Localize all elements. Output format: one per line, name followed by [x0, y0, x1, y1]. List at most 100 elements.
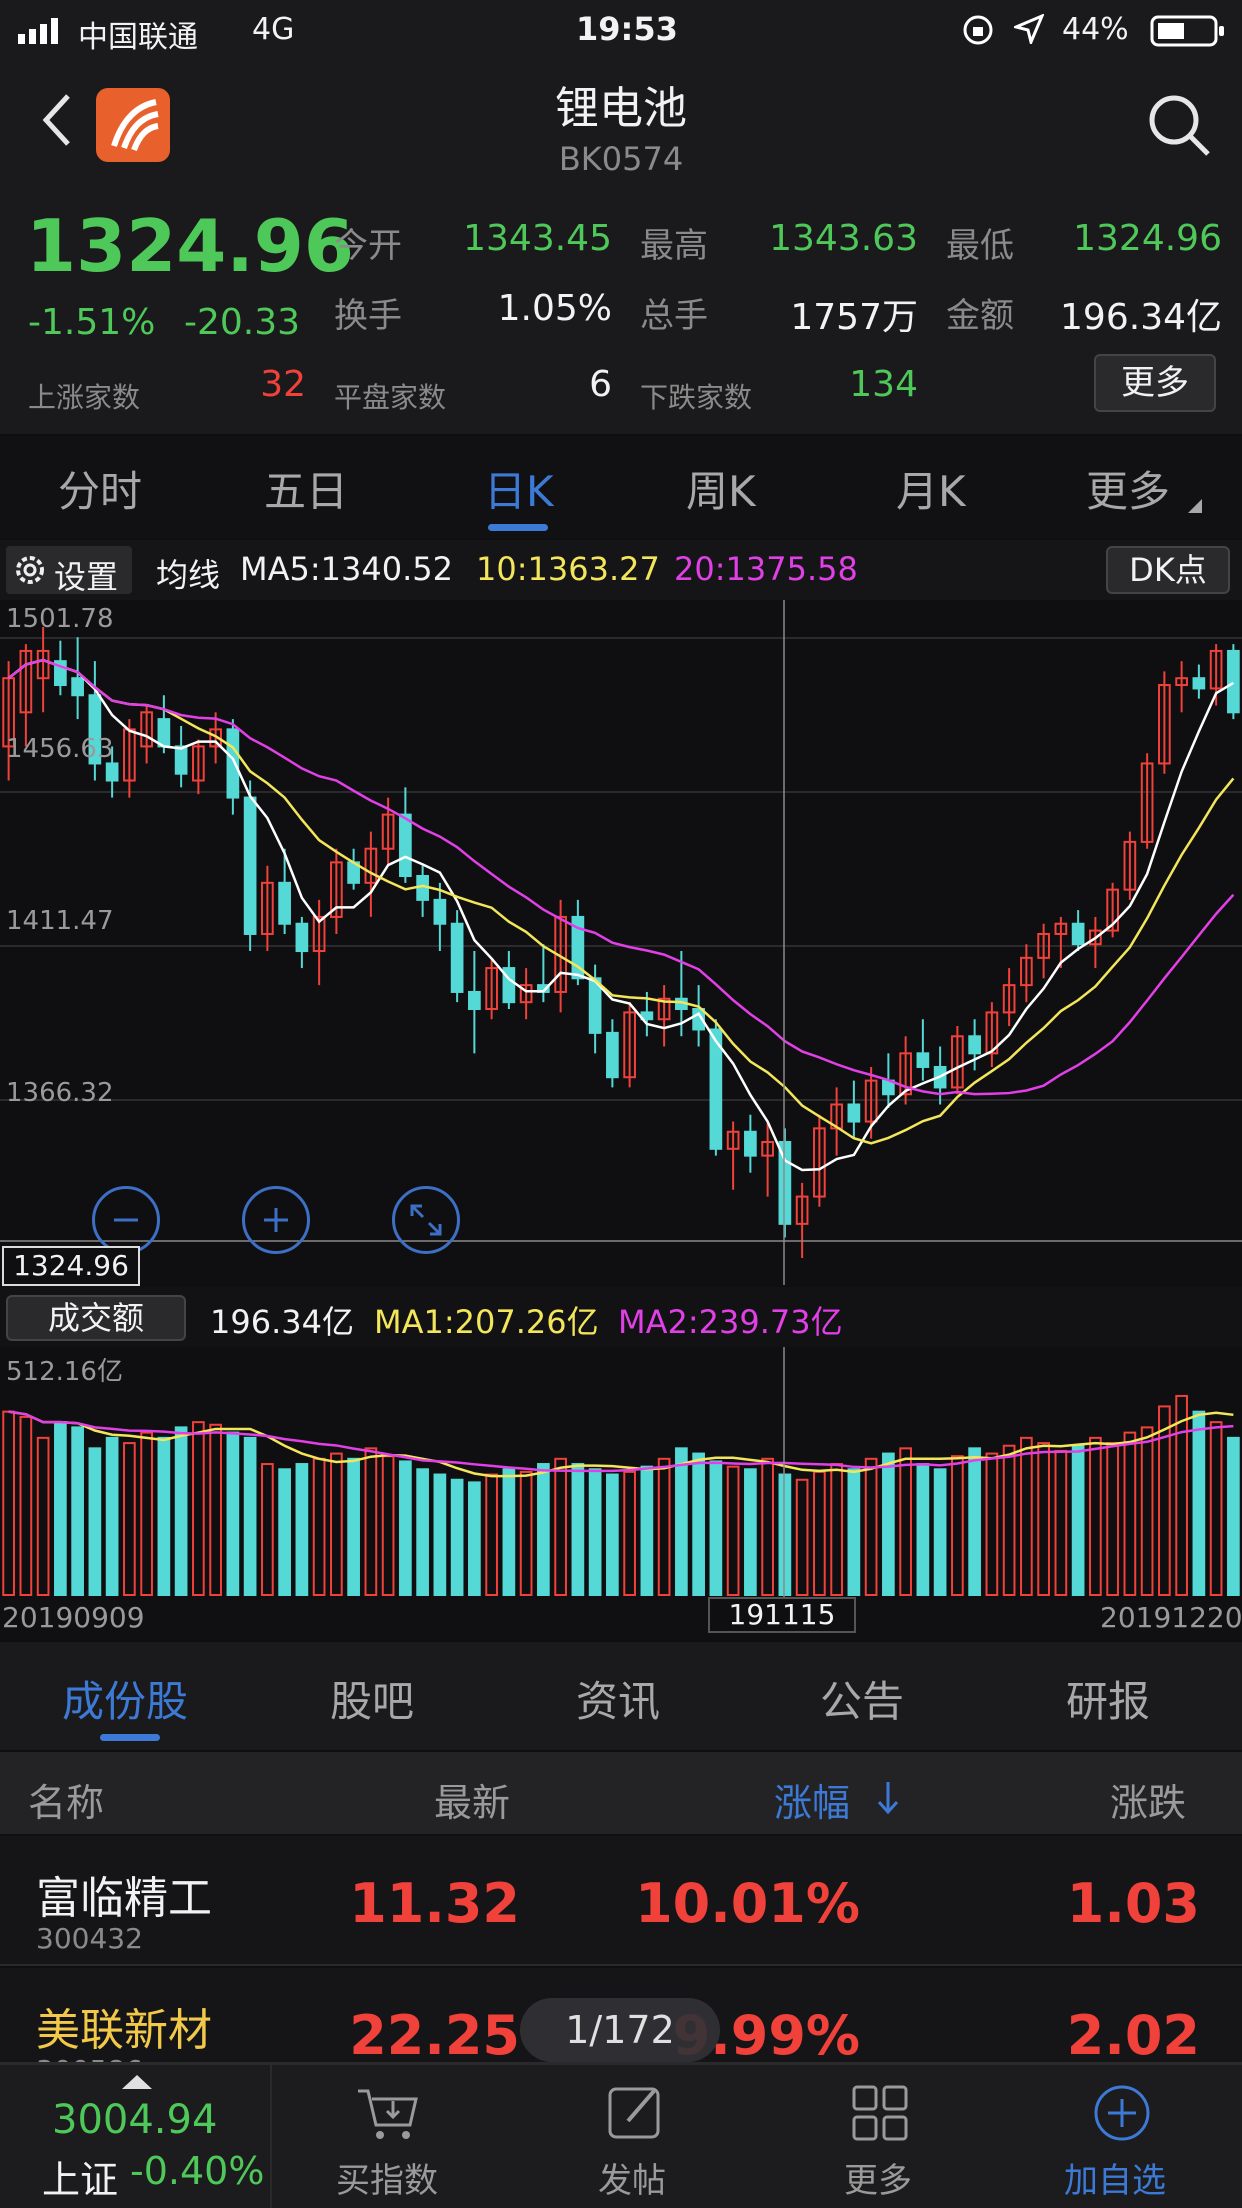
col-change-pct[interactable]: 涨幅 [774, 1781, 851, 1825]
candle-body [813, 1127, 826, 1198]
table-row[interactable]: 富临精工 300432 11.32 10.01% 1.03 [0, 1836, 1242, 1966]
search-icon[interactable] [1146, 92, 1212, 158]
candle-body [588, 977, 602, 1034]
candle-body [571, 915, 585, 980]
candle-body [657, 997, 671, 1021]
bottom-nav: 3004.94 上证 -0.40% 买指数 发帖 更多 加自选 [0, 2063, 1242, 2208]
volume-ma-line [8, 1410, 1234, 1478]
carrier-label: 中国联通 [78, 20, 198, 55]
volume-bar [1158, 1405, 1171, 1596]
volume-bar [899, 1447, 912, 1597]
kline-chart[interactable]: 1501.78 1456.63 1411.47 1366.32 1324.96 [0, 600, 1242, 1286]
volume-bar [1192, 1410, 1206, 1596]
fullscreen-button[interactable] [392, 1186, 460, 1254]
status-bar: 中国联通 4G 19:53 44% [0, 0, 1242, 60]
volume-bar [537, 1463, 550, 1596]
edit-icon [606, 2083, 666, 2143]
nav-add-watchlist[interactable]: 加自选 [1064, 2083, 1184, 2203]
tab-intraday[interactable]: 分时 [58, 467, 143, 516]
volume-bar [174, 1426, 188, 1596]
col-change[interactable]: 涨跌 [1110, 1781, 1187, 1825]
volume-bar [882, 1452, 895, 1596]
sort-desc-icon [876, 1780, 900, 1816]
tab-daily-k[interactable]: 日K [484, 467, 554, 516]
volume-bar [71, 1426, 84, 1596]
tab-more[interactable]: 更多 [1086, 467, 1171, 516]
nav-buy-index[interactable]: 买指数 [330, 2083, 450, 2203]
candle-body [278, 881, 291, 925]
tab-research[interactable]: 研报 [1066, 1677, 1151, 1726]
settings-button[interactable]: 设置 [6, 546, 132, 596]
candle-body [709, 1028, 723, 1150]
col-latest[interactable]: 最新 [434, 1781, 511, 1825]
zoom-out-button[interactable] [92, 1186, 160, 1254]
stock-name: 美联新材 [36, 2005, 212, 2056]
candle-body [450, 922, 464, 993]
volume-bar [1106, 1442, 1119, 1596]
tab-announcements[interactable]: 公告 [820, 1677, 905, 1726]
candle-body [1071, 922, 1085, 946]
cart-icon [356, 2083, 420, 2143]
candle-body [261, 881, 274, 935]
dk-point-button[interactable]: DK点 [1106, 546, 1230, 594]
more-button[interactable]: 更多 [1094, 354, 1216, 412]
tab-constituents[interactable]: 成份股 [62, 1677, 189, 1726]
nav-more[interactable]: 更多 [828, 2083, 938, 2203]
volume-bar [1002, 1444, 1016, 1597]
turnover-button[interactable]: 成交额 [6, 1295, 186, 1341]
volume-bar [278, 1468, 291, 1596]
volume-bar [36, 1436, 50, 1596]
volume-bar [623, 1470, 636, 1596]
tab-news[interactable]: 资讯 [576, 1677, 661, 1726]
candle-body [606, 1031, 619, 1079]
candle-body [243, 796, 257, 935]
tab-weekly-k[interactable]: 周K [686, 467, 756, 516]
candle-body [1089, 929, 1102, 946]
tab-forum[interactable]: 股吧 [330, 1677, 415, 1726]
col-name[interactable]: 名称 [28, 1781, 105, 1825]
clock: 19:53 [576, 10, 678, 48]
collapse-caret-icon[interactable] [122, 2073, 152, 2089]
y-label-2: 1456.63 [6, 734, 114, 764]
volume-bar [588, 1468, 602, 1596]
nav-post-label: 发帖 [598, 2161, 666, 2201]
tab-five-day[interactable]: 五日 [264, 467, 349, 516]
low-value: 1324.96 [1073, 218, 1222, 259]
nav-post[interactable]: 发帖 [580, 2083, 690, 2203]
volume-bar [140, 1431, 153, 1596]
candle-body [36, 649, 50, 680]
volume-bar [1071, 1444, 1085, 1597]
change-percent: -1.51% [28, 302, 156, 343]
candle-body [105, 762, 119, 782]
volume-bar [778, 1473, 792, 1596]
candle-body [295, 922, 309, 953]
candle-body [951, 1035, 964, 1089]
location-icon [1011, 13, 1045, 47]
change-value: -20.33 [184, 302, 301, 343]
candle-body [726, 1130, 740, 1150]
candle-body [744, 1130, 757, 1157]
battery-icon [1150, 14, 1226, 48]
volume-bar [450, 1478, 464, 1596]
volume-bar [744, 1468, 757, 1596]
stock-name: 富临精工 [36, 1873, 212, 1924]
zoom-in-button[interactable] [242, 1186, 310, 1254]
candle-body [847, 1103, 861, 1123]
back-icon[interactable] [38, 90, 78, 150]
down-count-value: 134 [849, 364, 918, 405]
volume-bar [709, 1460, 723, 1596]
volume-bar [640, 1465, 654, 1596]
candle-body [468, 990, 481, 1011]
volume-bar [485, 1473, 498, 1596]
volume-bar [399, 1460, 412, 1596]
nav-divider [270, 2065, 272, 2208]
volume-chart[interactable]: 512.16亿 [0, 1347, 1242, 1597]
volume-bar [726, 1465, 740, 1596]
page-indicator: 1/172 [520, 1998, 720, 2062]
volume-bar [916, 1463, 930, 1596]
candle-body [192, 745, 205, 782]
candle-body [209, 728, 222, 748]
y-label-4: 1366.32 [6, 1078, 114, 1108]
volume-bar [1227, 1436, 1240, 1596]
tab-monthly-k[interactable]: 月K [896, 467, 966, 516]
